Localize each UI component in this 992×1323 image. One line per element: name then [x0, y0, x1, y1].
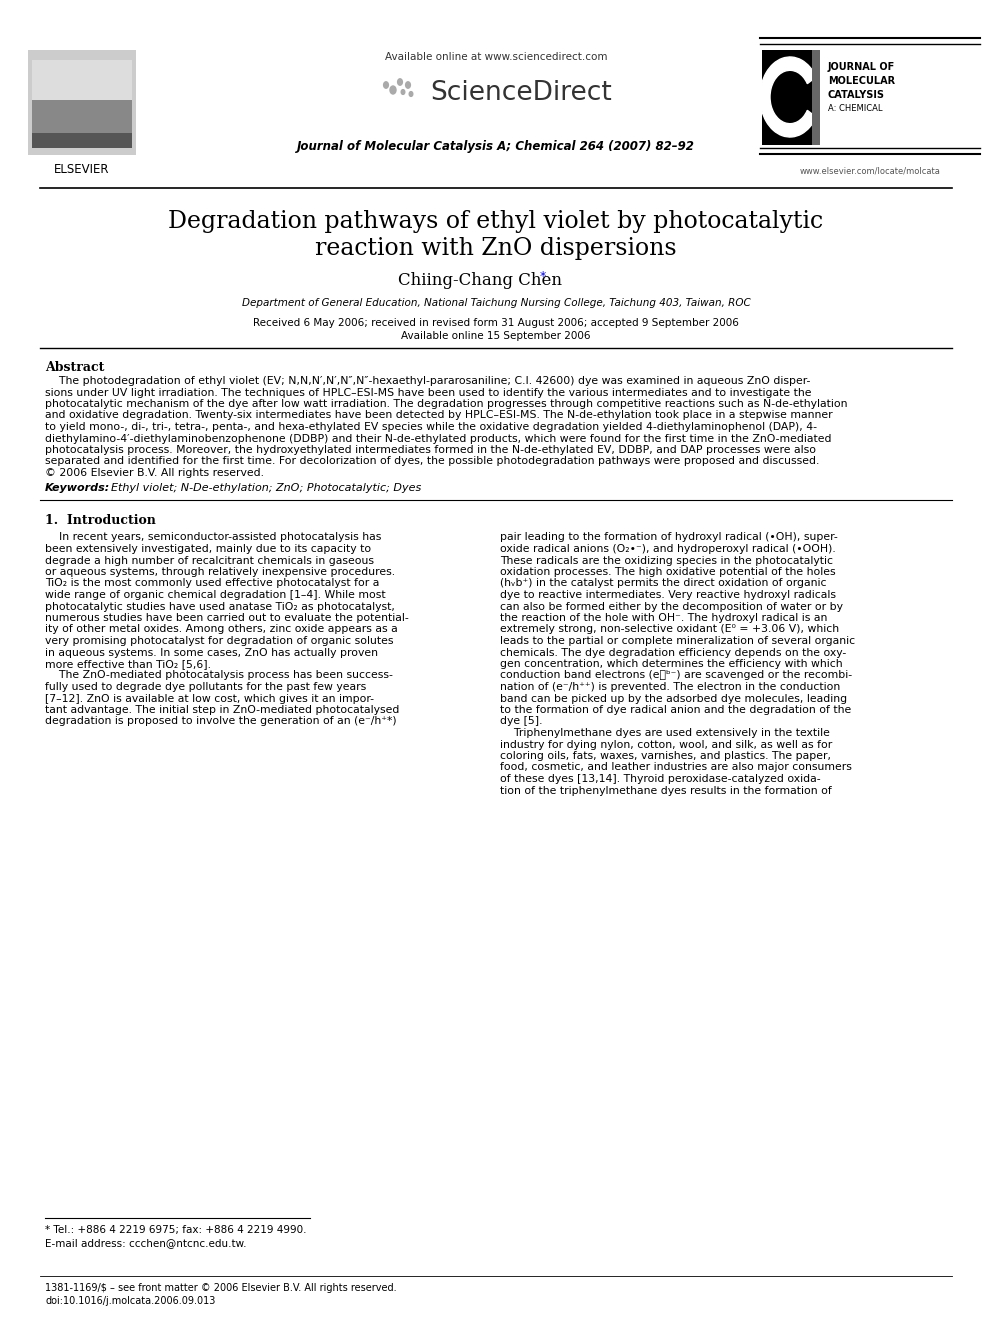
Text: separated and identified for the first time. For decolorization of dyes, the pos: separated and identified for the first t…: [45, 456, 819, 467]
Wedge shape: [760, 57, 816, 138]
Text: * Tel.: +886 4 2219 6975; fax: +886 4 2219 4990.: * Tel.: +886 4 2219 6975; fax: +886 4 22…: [45, 1225, 307, 1234]
Bar: [812, 50, 820, 146]
Text: The ZnO-mediated photocatalysis process has been success-: The ZnO-mediated photocatalysis process …: [45, 671, 393, 680]
Text: 1.  Introduction: 1. Introduction: [45, 515, 156, 528]
Text: been extensively investigated, mainly due to its capacity to: been extensively investigated, mainly du…: [45, 544, 371, 554]
Text: photocatalytic studies have used anatase TiO₂ as photocatalyst,: photocatalytic studies have used anatase…: [45, 602, 395, 611]
Text: can also be formed either by the decomposition of water or by: can also be formed either by the decompo…: [500, 602, 843, 611]
Text: Journal of Molecular Catalysis A; Chemical 264 (2007) 82–92: Journal of Molecular Catalysis A; Chemic…: [297, 140, 695, 153]
Text: more effective than TiO₂ [5,6].: more effective than TiO₂ [5,6].: [45, 659, 211, 669]
Bar: [32, 134, 132, 148]
Text: ity of other metal oxides. Among others, zinc oxide appears as a: ity of other metal oxides. Among others,…: [45, 624, 398, 635]
Text: photocatalysis process. Moreover, the hydroxyethylated intermediates formed in t: photocatalysis process. Moreover, the hy…: [45, 445, 816, 455]
Bar: [28, 50, 136, 155]
Text: oxidation processes. The high oxidative potential of the holes: oxidation processes. The high oxidative …: [500, 568, 835, 577]
Text: Chiing-Chang Chen: Chiing-Chang Chen: [398, 273, 562, 288]
Text: *: *: [540, 270, 547, 283]
Text: fully used to degrade dye pollutants for the past few years: fully used to degrade dye pollutants for…: [45, 681, 366, 692]
Text: The photodegradation of ethyl violet (EV; N,N,N′,N′,N″,N″-hexaethyl-pararosanili: The photodegradation of ethyl violet (EV…: [45, 376, 810, 386]
Text: industry for dying nylon, cotton, wool, and silk, as well as for: industry for dying nylon, cotton, wool, …: [500, 740, 832, 750]
Text: and oxidative degradation. Twenty-six intermediates have been detected by HPLC–E: and oxidative degradation. Twenty-six in…: [45, 410, 832, 421]
Text: In recent years, semiconductor-assisted photocatalysis has: In recent years, semiconductor-assisted …: [45, 532, 381, 542]
Circle shape: [384, 82, 389, 89]
Text: Received 6 May 2006; received in revised form 31 August 2006; accepted 9 Septemb: Received 6 May 2006; received in revised…: [253, 318, 739, 328]
Text: tion of the triphenylmethane dyes results in the formation of: tion of the triphenylmethane dyes result…: [500, 786, 831, 795]
Text: very promising photocatalyst for degradation of organic solutes: very promising photocatalyst for degrada…: [45, 636, 394, 646]
Text: to the formation of dye radical anion and the degradation of the: to the formation of dye radical anion an…: [500, 705, 851, 714]
Text: nation of (e⁻/h⁺⁺) is prevented. The electron in the conduction: nation of (e⁻/h⁺⁺) is prevented. The ele…: [500, 681, 840, 692]
Text: doi:10.1016/j.molcata.2006.09.013: doi:10.1016/j.molcata.2006.09.013: [45, 1297, 215, 1306]
Text: Triphenylmethane dyes are used extensively in the textile: Triphenylmethane dyes are used extensive…: [500, 728, 830, 738]
Text: numerous studies have been carried out to evaluate the potential-: numerous studies have been carried out t…: [45, 613, 409, 623]
Text: Ethyl violet; N-De-ethylation; ZnO; Photocatalytic; Dyes: Ethyl violet; N-De-ethylation; ZnO; Phot…: [104, 483, 422, 492]
Text: (hᵥb⁺) in the catalyst permits the direct oxidation of organic: (hᵥb⁺) in the catalyst permits the direc…: [500, 578, 826, 589]
Text: Department of General Education, National Taichung Nursing College, Taichung 403: Department of General Education, Nationa…: [242, 298, 750, 308]
Text: A: CHEMICAL: A: CHEMICAL: [828, 105, 883, 112]
Text: CATALYSIS: CATALYSIS: [828, 90, 885, 101]
Circle shape: [390, 86, 396, 94]
Text: JOURNAL OF: JOURNAL OF: [828, 62, 895, 71]
Text: reaction with ZnO dispersions: reaction with ZnO dispersions: [315, 237, 677, 261]
Text: tant advantage. The initial step in ZnO-mediated photocatalysed: tant advantage. The initial step in ZnO-…: [45, 705, 400, 714]
Circle shape: [401, 90, 405, 94]
Text: dye to reactive intermediates. Very reactive hydroxyl radicals: dye to reactive intermediates. Very reac…: [500, 590, 836, 601]
Text: ScienceDirect: ScienceDirect: [430, 79, 612, 106]
Text: food, cosmetic, and leather industries are also major consumers: food, cosmetic, and leather industries a…: [500, 762, 852, 773]
Text: band can be picked up by the adsorbed dye molecules, leading: band can be picked up by the adsorbed dy…: [500, 693, 847, 704]
Text: leads to the partial or complete mineralization of several organic: leads to the partial or complete mineral…: [500, 636, 855, 646]
Text: sions under UV light irradiation. The techniques of HPLC–ESI-MS have been used t: sions under UV light irradiation. The te…: [45, 388, 811, 397]
Text: dye [5].: dye [5].: [500, 717, 543, 726]
Text: extremely strong, non-selective oxidant (E⁰ = +3.06 V), which: extremely strong, non-selective oxidant …: [500, 624, 839, 635]
Text: 1381-1169/$ – see front matter © 2006 Elsevier B.V. All rights reserved.: 1381-1169/$ – see front matter © 2006 El…: [45, 1283, 397, 1293]
Text: photocatalytic mechanism of the dye after low watt irradiation. The degradation : photocatalytic mechanism of the dye afte…: [45, 400, 847, 409]
Text: These radicals are the oxidizing species in the photocatalytic: These radicals are the oxidizing species…: [500, 556, 833, 565]
Text: Degradation pathways of ethyl violet by photocatalytic: Degradation pathways of ethyl violet by …: [169, 210, 823, 233]
Text: gen concentration, which determines the efficiency with which: gen concentration, which determines the …: [500, 659, 842, 669]
Text: in aqueous systems. In some cases, ZnO has actually proven: in aqueous systems. In some cases, ZnO h…: [45, 647, 378, 658]
Circle shape: [406, 82, 411, 89]
Text: degrade a high number of recalcitrant chemicals in gaseous: degrade a high number of recalcitrant ch…: [45, 556, 374, 565]
Text: ELSEVIER: ELSEVIER: [55, 163, 110, 176]
Circle shape: [410, 91, 413, 97]
Bar: [32, 60, 132, 101]
Bar: [762, 50, 817, 146]
Text: Abstract: Abstract: [45, 361, 104, 374]
Text: the reaction of the hole with OH⁻. The hydroxyl radical is an: the reaction of the hole with OH⁻. The h…: [500, 613, 827, 623]
Text: chemicals. The dye degradation efficiency depends on the oxy-: chemicals. The dye degradation efficienc…: [500, 647, 846, 658]
Circle shape: [398, 79, 403, 85]
Text: E-mail address: ccchen@ntcnc.edu.tw.: E-mail address: ccchen@ntcnc.edu.tw.: [45, 1238, 246, 1248]
Text: MOLECULAR: MOLECULAR: [828, 75, 895, 86]
Text: Available online at www.sciencedirect.com: Available online at www.sciencedirect.co…: [385, 52, 607, 62]
Text: [7–12]. ZnO is available at low cost, which gives it an impor-: [7–12]. ZnO is available at low cost, wh…: [45, 693, 374, 704]
Text: TiO₂ is the most commonly used effective photocatalyst for a: TiO₂ is the most commonly used effective…: [45, 578, 379, 589]
Text: Keywords:: Keywords:: [45, 483, 110, 492]
Text: conduction band electrons (eᵜᵇ⁻) are scavenged or the recombi-: conduction band electrons (eᵜᵇ⁻) are sca…: [500, 671, 852, 680]
Text: www.elsevier.com/locate/molcata: www.elsevier.com/locate/molcata: [800, 167, 940, 176]
Text: diethylamino-4′-diethylaminobenzophenone (DDBP) and their N-de-ethylated product: diethylamino-4′-diethylaminobenzophenone…: [45, 434, 831, 443]
Text: wide range of organic chemical degradation [1–4]. While most: wide range of organic chemical degradati…: [45, 590, 386, 601]
Bar: [32, 60, 132, 148]
Text: Available online 15 September 2006: Available online 15 September 2006: [401, 331, 591, 341]
Text: of these dyes [13,14]. Thyroid peroxidase-catalyzed oxida-: of these dyes [13,14]. Thyroid peroxidas…: [500, 774, 820, 785]
Text: coloring oils, fats, waxes, varnishes, and plastics. The paper,: coloring oils, fats, waxes, varnishes, a…: [500, 751, 831, 761]
Text: oxide radical anions (O₂•⁻), and hydroperoxyl radical (•OOH).: oxide radical anions (O₂•⁻), and hydrope…: [500, 544, 835, 554]
Text: degradation is proposed to involve the generation of an (e⁻/h⁺*): degradation is proposed to involve the g…: [45, 717, 397, 726]
Text: © 2006 Elsevier B.V. All rights reserved.: © 2006 Elsevier B.V. All rights reserved…: [45, 468, 264, 478]
Text: pair leading to the formation of hydroxyl radical (•OH), super-: pair leading to the formation of hydroxy…: [500, 532, 838, 542]
Text: to yield mono-, di-, tri-, tetra-, penta-, and hexa-ethylated EV species while t: to yield mono-, di-, tri-, tetra-, penta…: [45, 422, 817, 433]
Text: or aqueous systems, through relatively inexpensive procedures.: or aqueous systems, through relatively i…: [45, 568, 395, 577]
